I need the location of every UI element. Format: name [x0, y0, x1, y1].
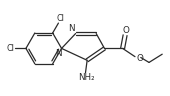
Text: N: N	[68, 24, 74, 33]
Text: N: N	[55, 49, 62, 58]
Text: O: O	[136, 54, 143, 63]
Text: Cl: Cl	[56, 14, 64, 23]
Text: NH₂: NH₂	[79, 73, 95, 82]
Text: Cl: Cl	[7, 44, 14, 53]
Text: O: O	[122, 26, 129, 35]
